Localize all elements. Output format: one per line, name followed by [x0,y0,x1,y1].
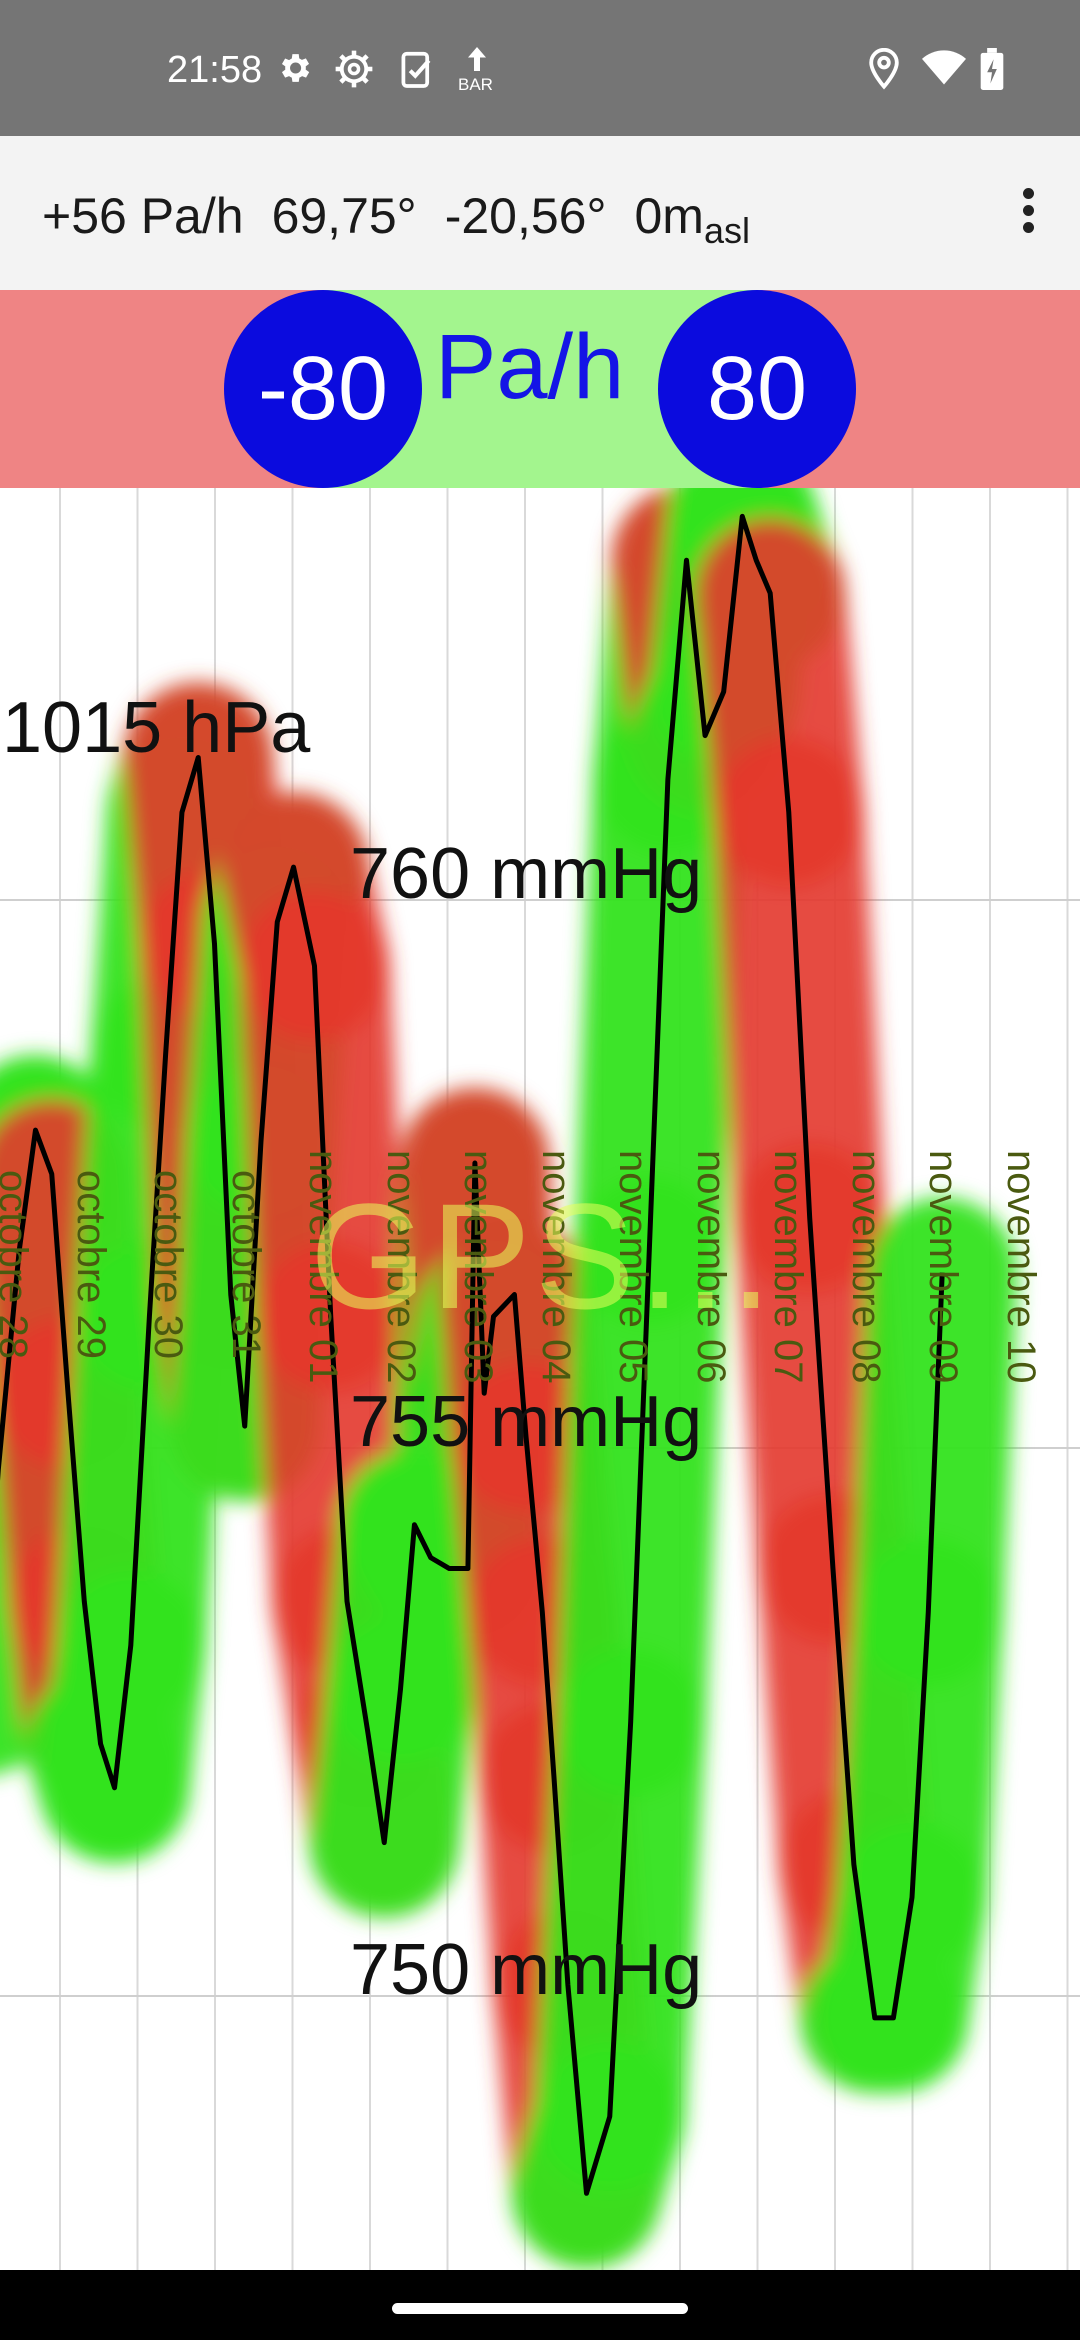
wifi-icon [922,48,966,94]
altitude-unit: asl [703,210,750,251]
home-handle[interactable] [392,2303,688,2314]
pressure-chart[interactable]: -80 Pa/h 80 1015 hPa 760 mmHg 755 mmHg 7… [0,290,1080,2270]
app-bar: +56 Pa/h 69,75° -20,56° 0masl [0,136,1080,291]
status-bar: 21:58 BAR [0,0,1080,136]
longitude: -20,56° [444,188,607,244]
date-label: novembre 08 [843,1150,888,1384]
altitude-value: 0m [634,188,704,244]
pressure-rate: +56 Pa/h [42,188,244,244]
bar-label: BAR [458,75,493,94]
pressure-chart-svg [0,290,1080,2270]
date-label: octobre 30 [146,1170,190,1360]
upload-icon: BAR [458,44,496,98]
location-icon [868,48,900,94]
more-vert-icon[interactable] [998,184,1058,244]
date-label: novembre 09 [921,1150,965,1384]
pressure-line [0,513,945,2196]
rate-min-button[interactable]: -80 [224,290,422,488]
clipboard-check-icon [400,48,434,94]
pressure-label-hpa: 1015 hPa [2,688,311,768]
pressure-label-760: 760 mmHg [350,834,703,914]
pressure-label-755: 755 mmHg [350,1382,703,1462]
gear-outline-icon [333,48,375,94]
gear-icon [275,48,313,94]
status-time: 21:58 [167,49,263,91]
rate-max-button[interactable]: 80 [658,290,856,488]
date-label: novembre 10 [998,1150,1043,1384]
date-label: novembre 11 [1076,1150,1080,1381]
pressure-label-750: 750 mmHg [350,1930,703,2010]
altitude: 0masl [634,188,750,251]
battery-charging-icon [980,48,1004,94]
rate-unit: Pa/h [435,316,625,418]
date-label: octobre 28 [0,1170,35,1360]
latitude: 69,75° [271,188,417,244]
date-label: octobre 31 [223,1170,268,1360]
readings: +56 Pa/h 69,75° -20,56° 0masl [42,186,778,261]
gps-overlay: GPS... [310,1172,776,1340]
date-label: octobre 29 [68,1170,113,1360]
